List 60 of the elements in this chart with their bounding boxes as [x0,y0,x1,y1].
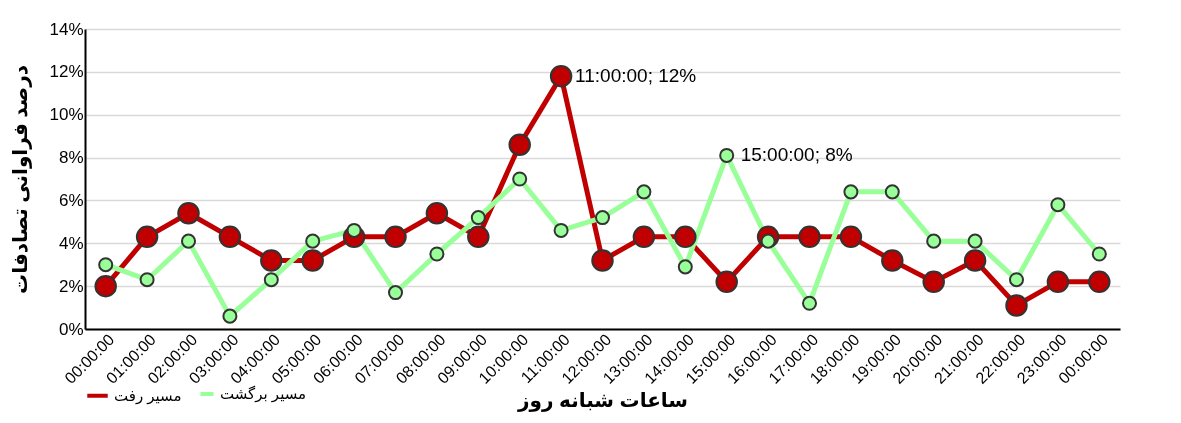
point [263,272,279,288]
point [470,210,486,226]
y-tick-label: 2% [58,276,84,296]
point [884,184,900,200]
point [839,225,863,249]
point [591,249,614,272]
point [508,133,531,156]
point [963,249,987,272]
point [218,225,242,249]
point [180,233,197,249]
point [715,270,738,294]
data-label: 11:00:00; 12% [575,65,697,87]
point [1008,272,1025,288]
point [260,249,283,272]
point [301,249,324,272]
point [674,225,697,249]
point [1088,270,1111,294]
point [222,308,238,324]
point [553,222,569,238]
point [139,272,155,288]
point [719,147,735,163]
y-tick-label: 4% [58,233,84,253]
data-label: 15:00:00; 8% [740,144,853,166]
y-tick-label: 10% [49,105,84,125]
point [926,233,942,249]
legend-label: مسیر برگشت [220,385,307,403]
point [425,202,449,225]
point [512,171,528,187]
point [384,225,407,249]
point [98,257,114,273]
y-tick-label: 8% [58,148,84,168]
point [632,225,656,249]
point [549,64,573,88]
point [1046,270,1070,294]
y-tick-label: 6% [58,190,84,210]
y-tick-label: 0% [58,319,84,339]
point [387,285,404,301]
point [177,202,200,225]
legend-label: مسیر رفت [114,386,182,405]
point [881,249,904,272]
point [801,295,818,311]
x-axis-title: ساعات شبانه روز [517,388,688,412]
y-tick-label: 12% [49,62,84,82]
point [467,225,490,249]
point [1091,246,1107,262]
point [798,225,821,249]
point [94,274,117,298]
y-tick-label: 14% [49,19,84,39]
point [636,184,652,200]
point [843,184,859,200]
point [967,233,983,249]
point [429,246,445,262]
point [922,270,945,294]
point [135,225,159,249]
point [1050,197,1066,213]
y-axis-title: درصد فراوانی تصادفات [9,65,33,294]
point [677,259,693,275]
point [594,210,611,226]
point [1005,294,1028,317]
point [305,233,321,249]
